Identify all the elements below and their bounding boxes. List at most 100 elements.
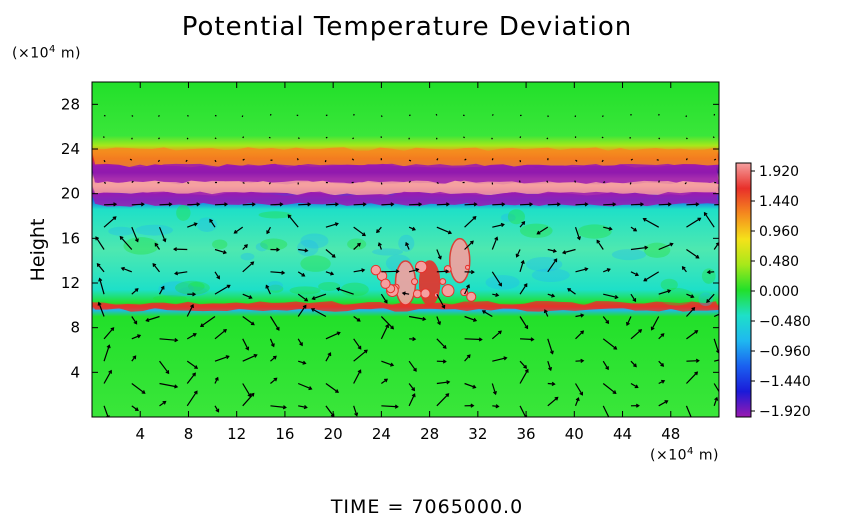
wind-vector (298, 405, 307, 409)
wind-vector-head (695, 358, 700, 363)
wind-vector-head (500, 222, 505, 228)
wind-vector (713, 397, 718, 407)
wind-vector (575, 159, 578, 162)
wind-vector-head (200, 323, 204, 328)
wind-vector (353, 226, 366, 236)
wind-vector-head (501, 202, 506, 207)
wind-vector-head (384, 378, 389, 383)
wind-vector (103, 327, 114, 340)
wind-vector (325, 332, 341, 340)
wind-vector-head (605, 366, 609, 371)
wind-vector-head (134, 238, 139, 243)
field-patch (296, 239, 319, 257)
y-tick-label: 8 (70, 319, 80, 337)
wind-vector-head (473, 202, 478, 207)
wind-vector (381, 270, 399, 273)
wind-vector-head (584, 267, 589, 272)
field-hotspot (412, 289, 422, 299)
wind-vector-head (703, 211, 708, 216)
wind-vector-head (418, 202, 423, 207)
wind-vector-head (270, 343, 275, 348)
field-patch (525, 256, 563, 272)
wind-vector (547, 203, 560, 206)
wind-vector (491, 158, 494, 161)
wind-vector-head (279, 202, 284, 207)
wind-vector-head (447, 230, 453, 235)
wind-vector-head (633, 363, 637, 368)
wind-vector-head (530, 337, 535, 342)
wind-vector (547, 360, 552, 371)
x-unit-label: (×104 m) (650, 446, 719, 464)
wind-vector (544, 309, 549, 317)
wind-vector-head (390, 362, 395, 367)
wind-vector (103, 159, 106, 163)
wind-vector (519, 316, 528, 329)
wind-vector (103, 216, 117, 228)
wind-vector (491, 237, 498, 250)
wind-vector-head (244, 244, 248, 248)
wind-vector-head (552, 248, 557, 253)
wind-vector (713, 242, 719, 250)
wind-vector (158, 137, 160, 140)
wind-vector (186, 114, 189, 117)
wind-vector (575, 203, 588, 206)
wind-vector-head (281, 270, 286, 275)
wind-vector-head (251, 202, 256, 207)
wind-vector-head (492, 390, 497, 396)
wind-vector-head (390, 325, 395, 330)
wind-vector-head (245, 346, 250, 351)
wind-vector-head (174, 384, 179, 389)
wind-vector-head (411, 387, 416, 392)
wind-vector-head (385, 323, 390, 328)
wind-vector-head (437, 255, 442, 260)
plot-frame (91, 81, 720, 418)
wind-vector (520, 338, 534, 341)
wind-vector (376, 226, 382, 233)
field-patch (611, 249, 647, 261)
wind-vector (408, 159, 412, 162)
wind-vector (519, 369, 529, 384)
wind-vector (651, 316, 660, 330)
wind-vector-head (612, 390, 617, 394)
wind-vector-head (548, 366, 553, 372)
wind-vector-head (137, 334, 142, 339)
wind-vector (491, 271, 502, 287)
wind-vector (714, 203, 719, 206)
wind-vector-head (575, 397, 580, 402)
field-patch (289, 286, 321, 295)
wind-vector (297, 293, 308, 302)
wind-vector-head (441, 304, 446, 309)
wind-vector (464, 284, 470, 295)
wind-vector-head (584, 202, 589, 207)
wind-vector-head (442, 345, 447, 349)
wind-vector (214, 248, 227, 254)
wind-vector (131, 334, 141, 340)
wind-vector-head (690, 294, 695, 299)
wind-vector-head (422, 316, 427, 322)
wind-vector (464, 315, 477, 322)
wind-vector-head (160, 285, 165, 290)
wind-vector-head (669, 242, 674, 247)
wind-vector-head (287, 214, 292, 219)
wind-vector-head (644, 245, 649, 250)
wind-vector-head (446, 380, 451, 385)
wind-vector (547, 248, 557, 252)
wind-vector (325, 405, 335, 417)
wind-vector-head (401, 291, 406, 296)
time-label: TIME (330, 496, 381, 518)
wind-vector-head (498, 330, 502, 335)
time-footer: TIME = 7065000.0 (0, 496, 854, 518)
wind-vector (630, 329, 642, 340)
wind-vector-head (640, 202, 645, 207)
wind-vector-head (553, 258, 558, 263)
wind-vector (562, 248, 576, 254)
wind-vector-head (576, 236, 581, 241)
x-tick-label: 8 (184, 425, 194, 443)
wind-vector (187, 181, 190, 184)
wind-vector-head (494, 236, 499, 241)
wind-vector-head (643, 277, 648, 282)
wind-vector (378, 242, 382, 250)
wind-vector-head (233, 229, 238, 234)
wind-vector (353, 338, 362, 350)
